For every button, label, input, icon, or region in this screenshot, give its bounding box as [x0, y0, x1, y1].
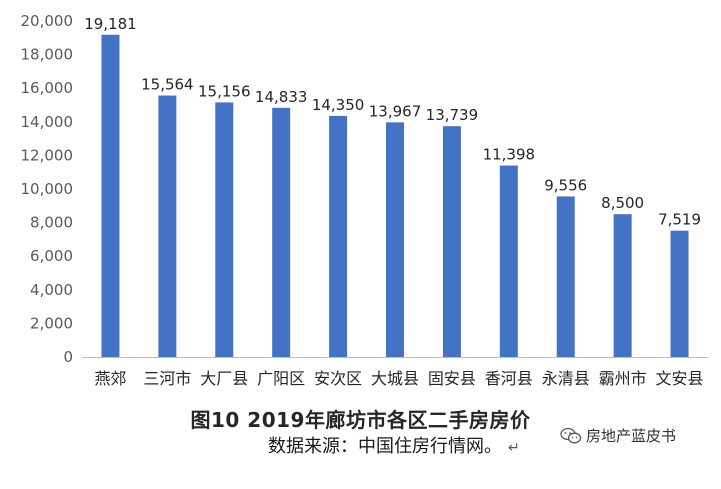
y-tick-label: 14,000: [21, 113, 74, 131]
bar: [215, 102, 234, 357]
bar: [386, 122, 404, 357]
watermark-text: 房地产蓝皮书: [586, 427, 677, 445]
x-category-label: 永清县: [542, 369, 590, 388]
wechat-icon: [560, 427, 582, 443]
data-label: 14,833: [255, 88, 308, 106]
bar: [499, 165, 518, 357]
bar: [556, 196, 575, 357]
data-source-note: 数据来源：中国住房行情网。 ↵: [268, 432, 520, 458]
data-label: 8,500: [601, 194, 644, 212]
x-category-label: 香河县: [485, 369, 533, 388]
y-tick-label: 6,000: [30, 247, 73, 265]
y-tick-label: 4,000: [30, 281, 73, 299]
data-label: 9,556: [544, 176, 587, 194]
data-label: 13,739: [426, 106, 479, 124]
bar: [329, 115, 348, 357]
bar: [101, 34, 120, 357]
y-tick-label: 16,000: [21, 79, 74, 97]
source-text: 数据来源：中国住房行情网。: [268, 436, 502, 457]
y-tick-label: 8,000: [30, 214, 73, 232]
x-category-label: 燕郊: [94, 369, 126, 388]
x-category-label: 霸州市: [599, 369, 647, 388]
x-category-label: 固安县: [428, 369, 476, 388]
data-label: 7,519: [658, 211, 701, 229]
bar: [158, 95, 177, 357]
bar-chart: 0 2,000 4,000 6,000 8,000 10,000 12,000 14,000 1…: [21, 12, 708, 388]
bar: [442, 126, 461, 357]
x-category-label: 广阳区: [257, 369, 305, 388]
bar: [272, 107, 291, 357]
x-category-label: 大城县: [371, 369, 419, 388]
data-label: 11,398: [483, 146, 536, 164]
watermark: 房地产蓝皮书: [560, 425, 676, 446]
data-label: 19,181: [84, 15, 137, 33]
return-mark: ↵: [508, 440, 520, 456]
bar: [613, 214, 632, 357]
x-category-label: 三河市: [143, 369, 191, 388]
y-tick-label: 20,000: [21, 12, 74, 30]
x-category-label: 安次区: [314, 369, 362, 388]
y-tick-label: 12,000: [21, 146, 74, 164]
bar: [670, 230, 689, 357]
x-category-label: 文安县: [656, 369, 704, 388]
y-tick-label: 18,000: [21, 46, 74, 64]
y-tick-label: 10,000: [21, 180, 74, 198]
data-label: 15,564: [141, 76, 194, 94]
data-label: 15,156: [198, 82, 251, 100]
data-label: 13,967: [369, 102, 422, 120]
y-tick-label: 0: [63, 348, 73, 366]
chart-caption: 图10 2019年廊坊市各区二手房房价: [190, 408, 531, 432]
x-category-label: 大厂县: [200, 369, 248, 388]
y-tick-label: 2,000: [30, 314, 73, 332]
data-label: 14,350: [312, 96, 365, 114]
